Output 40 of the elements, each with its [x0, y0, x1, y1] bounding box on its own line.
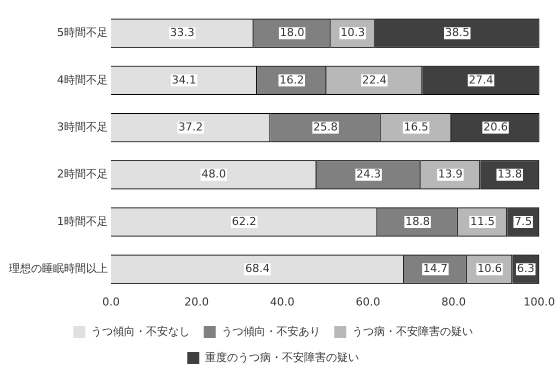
data-label: 11.5: [470, 214, 495, 228]
data-label: 37.2: [178, 120, 203, 134]
y-tick-label: 1時間不足: [57, 214, 108, 228]
x-tick-label: 20.0: [184, 295, 209, 308]
x-tick-label: 40.0: [270, 295, 295, 308]
data-label: 68.4: [245, 262, 270, 276]
data-label: 7.5: [514, 214, 532, 228]
x-tick-label: 60.0: [356, 295, 380, 308]
y-tick-label: 理想の睡眠時間以上: [9, 262, 108, 276]
x-tick-label: 0.0: [102, 295, 120, 308]
data-label: 13.8: [497, 168, 522, 181]
legend-label: うつ傾向・不安あり: [221, 324, 320, 338]
data-label: 14.7: [423, 262, 448, 276]
data-label: 16.2: [279, 73, 304, 86]
data-label: 38.5: [444, 26, 470, 40]
data-label: 16.5: [404, 120, 428, 134]
y-tick-label: 4時間不足: [57, 73, 108, 86]
data-label: 33.3: [170, 26, 195, 40]
y-tick-label: 5時間不足: [57, 26, 108, 40]
x-tick-label: 80.0: [441, 295, 466, 308]
data-label: 34.1: [172, 73, 196, 86]
data-label: 13.9: [438, 168, 463, 181]
data-label: 22.4: [362, 73, 387, 86]
data-label: 10.6: [477, 262, 502, 276]
y-tick-label: 2時間不足: [57, 168, 108, 181]
data-label: 27.4: [468, 73, 494, 86]
data-label: 25.8: [313, 120, 338, 134]
legend-label: 重度のうつ病・不安障害の疑い: [204, 350, 359, 364]
data-label: 18.0: [280, 26, 304, 40]
legend-label: うつ傾向・不安なし: [90, 324, 190, 338]
y-tick-label: 3時間不足: [57, 120, 108, 134]
data-label: 24.3: [356, 168, 381, 181]
data-label: 6.3: [517, 262, 535, 276]
data-label: 48.0: [202, 168, 226, 181]
data-label: 20.6: [483, 120, 508, 134]
x-tick-label: 100.0: [524, 295, 556, 308]
data-label: 10.3: [340, 26, 365, 40]
data-label: 62.2: [232, 214, 256, 228]
legend-label: うつ病・不安障害の疑い: [352, 324, 473, 338]
data-label: 18.8: [405, 214, 430, 228]
